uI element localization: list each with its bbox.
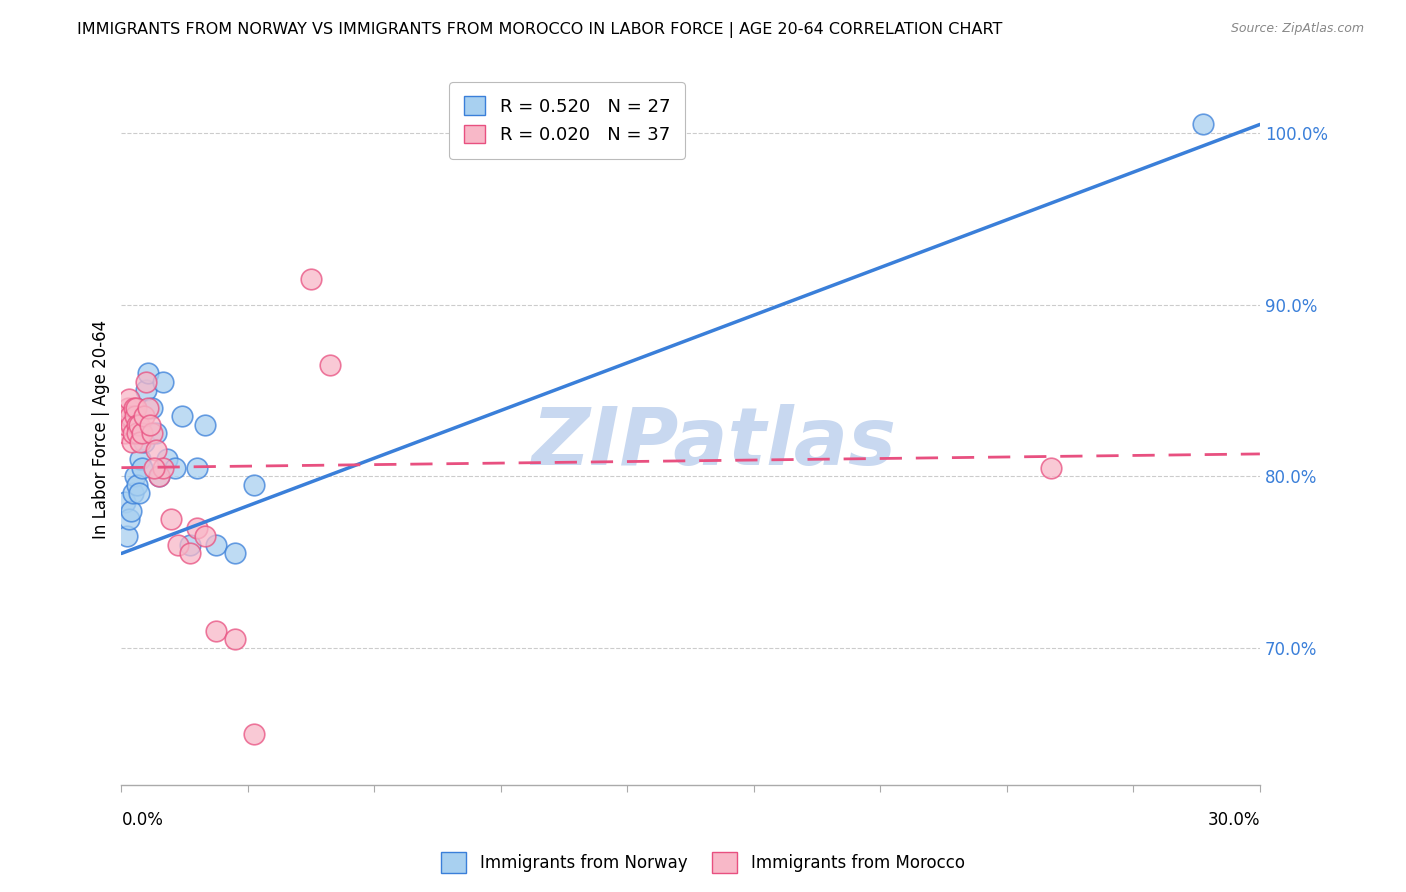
Point xyxy=(124,469,146,483)
Point xyxy=(115,409,138,424)
Point xyxy=(135,384,157,398)
Point xyxy=(141,426,163,441)
Point xyxy=(145,443,167,458)
Point xyxy=(136,366,159,380)
Point xyxy=(115,417,138,432)
Point xyxy=(118,392,141,406)
Point xyxy=(186,460,208,475)
Point xyxy=(319,358,342,372)
Point xyxy=(135,375,157,389)
Point xyxy=(152,460,174,475)
Point xyxy=(121,434,143,449)
Text: 0.0%: 0.0% xyxy=(121,811,163,829)
Point xyxy=(127,426,149,441)
Point xyxy=(125,478,148,492)
Point xyxy=(131,460,153,475)
Point xyxy=(163,460,186,475)
Point xyxy=(125,417,148,432)
Point xyxy=(224,546,246,560)
Point xyxy=(159,512,181,526)
Point xyxy=(172,409,194,424)
Point xyxy=(128,417,150,432)
Point xyxy=(243,478,266,492)
Point xyxy=(131,426,153,441)
Point xyxy=(186,521,208,535)
Point xyxy=(224,632,246,647)
Point xyxy=(134,409,156,424)
Point xyxy=(179,546,201,560)
Point xyxy=(120,417,142,432)
Point xyxy=(125,401,148,415)
Point xyxy=(115,529,138,543)
Point xyxy=(1040,460,1063,475)
Point xyxy=(243,726,266,740)
Legend: R = 0.520   N = 27, R = 0.020   N = 37: R = 0.520 N = 27, R = 0.020 N = 37 xyxy=(450,82,685,159)
Point xyxy=(194,417,217,432)
Point xyxy=(129,452,152,467)
Point xyxy=(121,426,143,441)
Text: IMMIGRANTS FROM NORWAY VS IMMIGRANTS FROM MOROCCO IN LABOR FORCE | AGE 20-64 COR: IMMIGRANTS FROM NORWAY VS IMMIGRANTS FRO… xyxy=(77,22,1002,38)
Point xyxy=(122,401,145,415)
Point xyxy=(134,434,156,449)
Point xyxy=(118,409,141,424)
Point xyxy=(114,426,136,441)
Text: 30.0%: 30.0% xyxy=(1208,811,1260,829)
Point xyxy=(141,401,163,415)
Point xyxy=(139,417,162,432)
Point xyxy=(142,460,165,475)
Point xyxy=(117,401,139,415)
Point xyxy=(1192,118,1215,132)
Point xyxy=(148,469,170,483)
Point xyxy=(148,469,170,483)
Point xyxy=(118,512,141,526)
Text: ZIPatlas: ZIPatlas xyxy=(531,404,896,483)
Point xyxy=(205,538,228,552)
Point xyxy=(167,538,190,552)
Legend: Immigrants from Norway, Immigrants from Morocco: Immigrants from Norway, Immigrants from … xyxy=(434,846,972,880)
Point xyxy=(128,486,150,500)
Point xyxy=(114,495,136,509)
Point xyxy=(121,486,143,500)
Point xyxy=(179,538,201,552)
Text: Source: ZipAtlas.com: Source: ZipAtlas.com xyxy=(1230,22,1364,36)
Point xyxy=(194,529,217,543)
Point xyxy=(124,409,146,424)
Point xyxy=(156,452,179,467)
Point xyxy=(129,434,152,449)
Y-axis label: In Labor Force | Age 20-64: In Labor Force | Age 20-64 xyxy=(93,319,110,539)
Point xyxy=(299,272,322,286)
Point xyxy=(152,375,174,389)
Point xyxy=(136,401,159,415)
Point xyxy=(145,426,167,441)
Point xyxy=(120,503,142,517)
Point xyxy=(205,624,228,638)
